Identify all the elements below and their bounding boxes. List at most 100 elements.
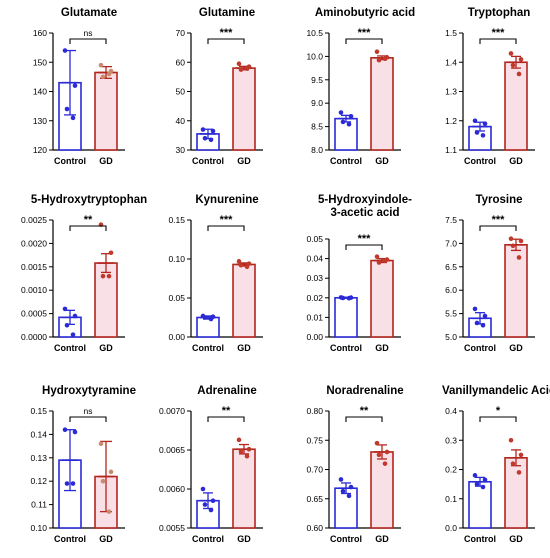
data-point (474, 130, 480, 135)
data-point (482, 477, 488, 483)
bar-gd (94, 71, 118, 151)
significance-label: *** (492, 27, 506, 39)
significance-label: * (496, 405, 501, 417)
y-tick-label: 5.5 (445, 309, 457, 319)
significance-label: *** (220, 27, 234, 39)
chart-title: Tryptophan (468, 7, 531, 19)
chart-panel: Kynurenine 0.00 0.05 0.10 0.15 Control GD *** (168, 194, 263, 353)
x-category-label: GD (509, 156, 523, 166)
y-tick-label: 0.10 (30, 523, 47, 533)
x-category-label: GD (375, 156, 389, 166)
y-tick-label: 0.1 (445, 494, 457, 504)
bar-gd (370, 259, 394, 338)
data-point (202, 136, 208, 141)
data-point (70, 115, 76, 121)
significance-bracket (207, 416, 245, 422)
data-point (106, 71, 112, 77)
data-point (340, 488, 346, 494)
data-point (518, 452, 524, 458)
x-category-label: Control (464, 534, 496, 544)
significance-label: *** (220, 214, 234, 226)
chart-panel: Aminobutyric acid 8.0 8.5 9.0 9.5 10.0 10.5 Con… (306, 7, 415, 166)
data-point (238, 449, 244, 454)
chart-title: Glutamine (199, 7, 255, 19)
data-point (482, 121, 488, 126)
x-category-label: GD (375, 534, 389, 544)
chart-title: Noradrenaline (326, 385, 403, 397)
data-point (100, 273, 106, 279)
y-tick-label: 0.0025 (21, 215, 47, 225)
x-category-label: GD (99, 534, 113, 544)
significance-bracket (479, 416, 517, 422)
data-point (374, 49, 380, 55)
data-point (208, 316, 214, 322)
y-tick-label: 40 (176, 116, 186, 126)
chart-panel: Tyrosine 5.0 5.5 6.0 6.5 7.0 7.5 Control GD *** (445, 194, 535, 353)
significance-label: *** (358, 233, 372, 245)
significance-label: ns (84, 406, 93, 416)
x-category-label: GD (237, 343, 251, 353)
y-tick-label: 0.0000 (21, 332, 47, 342)
y-tick-label: 10.0 (306, 51, 323, 61)
y-tick-label: 1.4 (445, 57, 457, 67)
bar-gd (94, 262, 118, 338)
significance-bracket (345, 416, 383, 422)
chart-title: Tyrosine (475, 194, 522, 206)
y-tick-label: 0.01 (306, 312, 323, 322)
significance-label: ** (360, 405, 369, 417)
data-point (62, 427, 68, 433)
significance-label: ** (84, 214, 93, 226)
y-tick-label: 130 (33, 116, 47, 126)
chart-title: Hydroxytyramine (42, 385, 136, 397)
chart-panel: 5-Hydroxyindole-3-acetic acid 0.00 0.01 0.0… (306, 194, 412, 353)
significance-label: ns (84, 28, 93, 38)
significance-label: *** (358, 27, 372, 39)
y-tick-label: 50 (176, 87, 186, 97)
y-tick-label: 6.5 (445, 262, 457, 272)
data-point (376, 452, 382, 458)
data-point (244, 66, 250, 71)
y-tick-label: 30 (176, 145, 186, 155)
data-point (382, 461, 388, 466)
y-tick-label: 160 (33, 28, 47, 38)
data-point (346, 493, 352, 499)
x-category-label: Control (330, 534, 362, 544)
y-tick-label: 0.0 (445, 523, 457, 533)
y-tick-label: 1.1 (445, 145, 457, 155)
y-tick-label: 0.65 (306, 494, 323, 504)
y-tick-label: 0.70 (306, 465, 323, 475)
chart-title: 5-Hydroxytryptophan (31, 194, 147, 206)
data-point (382, 56, 388, 62)
x-category-label: Control (192, 534, 224, 544)
chart-title: Adrenaline (197, 385, 256, 397)
bar-control (468, 480, 492, 529)
data-point (346, 295, 352, 301)
bar-control (334, 296, 358, 338)
y-tick-label: 0.0055 (159, 523, 185, 533)
y-tick-label: 0.11 (31, 500, 47, 510)
y-tick-label: 0.0060 (159, 484, 185, 494)
chart-panel: Tryptophan 1.1 1.2 1.3 1.4 1.5 Control GD *** (445, 7, 535, 166)
y-tick-label: 0.02 (306, 293, 323, 303)
data-point (100, 74, 106, 80)
y-tick-label: 0.60 (306, 523, 323, 533)
data-point (480, 133, 486, 138)
data-point (346, 121, 352, 127)
y-tick-label: 0.05 (306, 234, 323, 244)
data-point (200, 127, 206, 132)
data-point (210, 498, 216, 504)
y-tick-label: 0.15 (30, 406, 47, 416)
data-point (474, 481, 480, 487)
x-category-label: GD (509, 343, 523, 353)
significance-bracket (69, 38, 107, 44)
y-tick-label: 8.5 (311, 122, 323, 132)
data-point (202, 502, 208, 507)
data-point (108, 469, 114, 475)
data-point (202, 315, 208, 320)
y-tick-label: 0.12 (30, 476, 47, 486)
data-point (348, 114, 354, 119)
x-category-label: Control (330, 156, 362, 166)
data-point (62, 48, 68, 53)
chart-panel: Glutamine 30 40 50 60 70 Control GD *** (176, 7, 263, 166)
